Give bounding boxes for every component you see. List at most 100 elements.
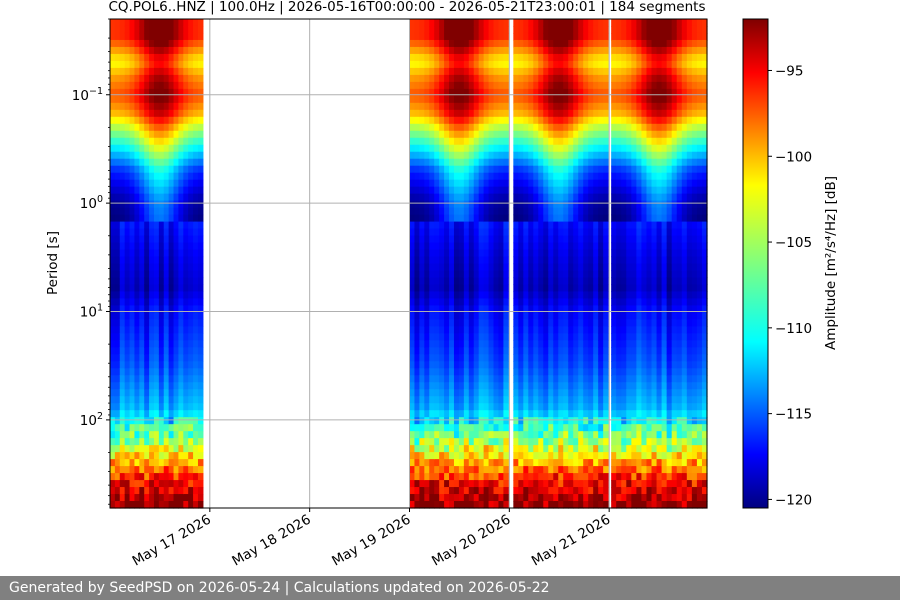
heatmap-cell (563, 347, 569, 355)
heatmap-cell (429, 19, 435, 27)
heatmap-cell (626, 340, 632, 348)
heatmap-cell (543, 235, 549, 244)
heatmap-cell (114, 200, 121, 209)
heatmap-cell (488, 389, 495, 397)
heatmap-cell (671, 438, 678, 446)
heatmap-cell (538, 235, 544, 244)
heatmap-cell (463, 25, 470, 34)
heatmap-cell (621, 137, 627, 146)
heatmap-cell (513, 102, 519, 111)
heatmap-cell (651, 473, 658, 481)
heatmap-cell (144, 116, 150, 125)
heatmap-cell (114, 445, 121, 453)
heatmap-cell (188, 424, 194, 432)
heatmap-cell (533, 151, 539, 160)
heatmap-cell (616, 186, 622, 195)
heatmap-cell (483, 410, 490, 418)
heatmap-cell (124, 396, 131, 404)
heatmap-cell (593, 228, 599, 237)
heatmap-cell (611, 487, 617, 495)
heatmap-cell (434, 452, 440, 460)
heatmap-cell (528, 116, 534, 125)
heatmap-cell (188, 186, 194, 195)
heatmap-cell (409, 249, 416, 258)
heatmap-cell (503, 193, 509, 202)
heatmap-cell (533, 221, 539, 230)
heatmap-cell (119, 25, 126, 34)
heatmap-cell (458, 74, 465, 83)
heatmap-cell (173, 144, 180, 153)
heatmap-cell (453, 221, 460, 230)
heatmap-cell (114, 277, 121, 286)
heatmap-cell (583, 19, 589, 27)
heatmap-cell (429, 130, 435, 139)
heatmap-cell (588, 396, 594, 404)
heatmap-cell (593, 403, 599, 411)
heatmap-cell (528, 431, 534, 439)
heatmap-cell (573, 319, 579, 327)
heatmap-cell (119, 473, 126, 481)
heatmap-cell (593, 501, 599, 509)
heatmap-cell (611, 312, 617, 320)
heatmap-cell (626, 242, 632, 251)
heatmap-cell (493, 473, 500, 481)
heatmap-cell (498, 480, 504, 488)
heatmap-cell (593, 354, 599, 362)
heatmap-cell (528, 487, 534, 495)
heatmap-cell (153, 459, 160, 467)
heatmap-cell (163, 396, 170, 404)
heatmap-cell (553, 207, 559, 216)
heatmap-cell (558, 130, 564, 139)
heatmap-cell (603, 459, 609, 467)
heatmap-cell (598, 186, 604, 195)
heatmap-cell (419, 361, 425, 369)
heatmap-cell (139, 501, 145, 509)
heatmap-cell (434, 375, 440, 383)
heatmap-cell (603, 102, 609, 111)
heatmap-cell (578, 172, 584, 181)
heatmap-cell (666, 81, 673, 90)
heatmap-cell (661, 459, 668, 467)
heatmap-cell (661, 95, 668, 104)
heatmap-cell (518, 95, 524, 104)
heatmap-cell (603, 137, 609, 146)
heatmap-cell (593, 270, 599, 279)
heatmap-cell (149, 312, 155, 320)
heatmap-cell (188, 32, 194, 41)
heatmap-cell (168, 81, 175, 90)
heatmap-cell (449, 494, 455, 502)
heatmap-cell (616, 466, 622, 474)
heatmap-cell (414, 326, 420, 334)
heatmap-cell (158, 74, 165, 83)
heatmap-cell (114, 347, 121, 355)
heatmap-cell (641, 347, 648, 355)
heatmap-cell (563, 326, 569, 334)
heatmap-cell (661, 74, 668, 83)
heatmap-cell (493, 333, 500, 341)
heatmap-cell (193, 151, 199, 160)
heatmap-cell (671, 403, 678, 411)
heatmap-cell (598, 298, 604, 307)
heatmap-cell (463, 445, 470, 453)
heatmap-cell (488, 319, 495, 327)
heatmap-cell (178, 88, 184, 97)
heatmap-cell (453, 284, 460, 293)
heatmap-cell (588, 207, 594, 216)
heatmap-cell (158, 326, 165, 334)
heatmap-cell (641, 144, 648, 153)
heatmap-cell (409, 242, 416, 251)
heatmap-cell (429, 263, 435, 272)
heatmap-cell (449, 67, 455, 76)
heatmap-cell (439, 130, 445, 139)
heatmap-cell (611, 382, 617, 390)
heatmap-cell (656, 144, 663, 153)
heatmap-cell (144, 270, 150, 279)
heatmap-cell (424, 207, 430, 216)
heatmap-cell (626, 480, 632, 488)
heatmap-cell (621, 186, 627, 195)
heatmap-cell (528, 242, 534, 251)
heatmap-cell (558, 221, 564, 230)
heatmap-cell (463, 389, 470, 397)
heatmap-cell (568, 298, 574, 307)
heatmap-cell (134, 88, 140, 97)
